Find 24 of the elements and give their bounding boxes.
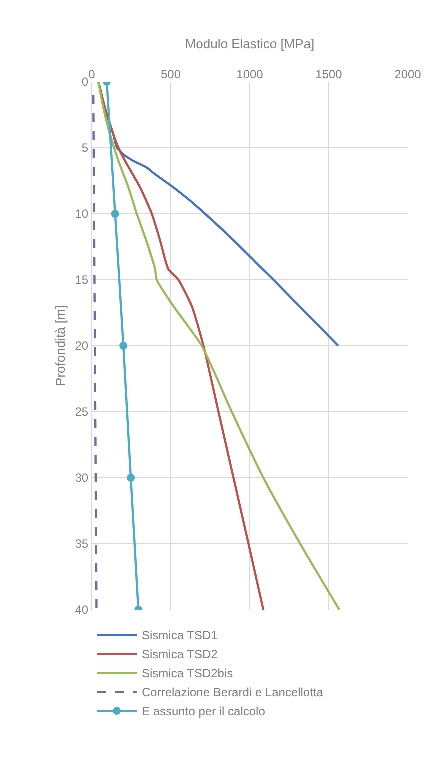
x-tick-label: 1000 <box>236 68 264 82</box>
legend-label: Sismica TSD2bis <box>142 666 234 681</box>
y-tick-label: 20 <box>75 339 89 354</box>
y-tick-label: 15 <box>75 273 89 288</box>
x-tick-label: 1500 <box>316 68 343 82</box>
y-axis-title: Profondità [m] <box>53 306 68 386</box>
y-tick-label: 25 <box>75 405 89 420</box>
legend-label: E assunto per il calcolo <box>142 704 266 719</box>
y-tick-label: 35 <box>75 537 89 552</box>
line-series <box>98 82 265 610</box>
x-tick-label: 2000 <box>394 68 422 82</box>
x-axis-title: Modulo Elastico [MPa] <box>185 36 315 52</box>
legend-label: Sismica TSD1 <box>142 628 218 643</box>
line-series <box>98 82 341 610</box>
y-tick-label: 40 <box>75 603 89 618</box>
y-tick-label: 5 <box>82 141 89 156</box>
legend-label: Correlazione Berardi e Lancellotta <box>142 686 324 700</box>
y-tick-label: 10 <box>75 207 89 222</box>
point <box>127 474 136 482</box>
point <box>111 210 120 218</box>
point <box>120 342 128 350</box>
y-tick-label: 30 <box>75 471 89 486</box>
legend-label: Sismica TSD2 <box>142 648 218 662</box>
x-tick-label: 500 <box>160 68 182 82</box>
